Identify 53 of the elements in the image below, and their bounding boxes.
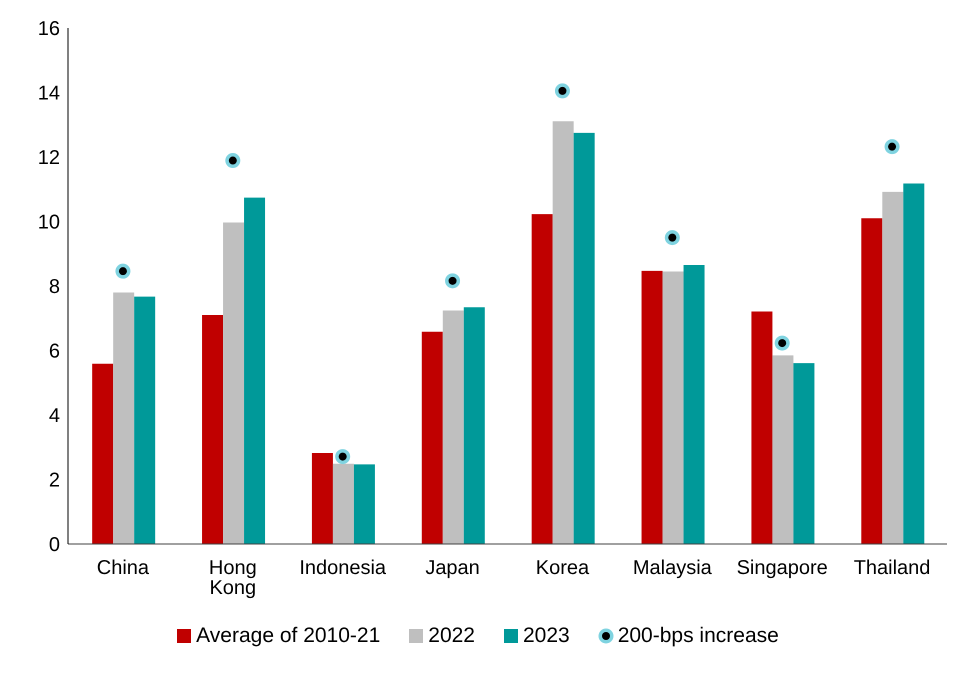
bar: [422, 332, 443, 544]
legend-label: Average of 2010-21: [196, 624, 380, 648]
bar: [772, 355, 794, 544]
y-tick-label: 8: [48, 276, 60, 298]
y-tick-label: 14: [38, 82, 60, 105]
bar: [442, 310, 464, 544]
x-tick-label: Indonesia: [299, 557, 387, 580]
point: [774, 336, 790, 351]
y-tick-label: 6: [48, 340, 60, 363]
bar: [223, 222, 244, 544]
point: [335, 449, 350, 464]
bar: [244, 198, 266, 544]
legend-label: 200-bps increase: [618, 624, 779, 648]
bar: [332, 464, 354, 544]
point: [115, 264, 130, 279]
bar: [882, 192, 904, 544]
x-tick-label: Hong Kong: [208, 557, 257, 600]
bar: [903, 183, 924, 544]
bar: [532, 214, 553, 544]
y-tick-label: 16: [38, 18, 60, 40]
bar: [662, 271, 684, 544]
y-tick-label: 12: [38, 147, 60, 170]
bar: [793, 363, 814, 544]
legend-label: 2023: [522, 624, 570, 648]
x-tick-label: China: [96, 557, 150, 580]
y-tick-label: 4: [48, 405, 60, 428]
y-tick-label: 0: [48, 534, 60, 556]
x-tick-label: Malaysia: [632, 557, 713, 580]
bar: [751, 311, 772, 544]
bar: [92, 364, 114, 544]
point: [884, 139, 900, 154]
bar: [134, 296, 156, 544]
y-tick-label: 10: [38, 212, 60, 234]
bar: [684, 265, 705, 544]
point: [445, 273, 460, 288]
bar: [642, 270, 663, 544]
y-tick-label: 2: [48, 470, 60, 492]
point: [225, 153, 240, 168]
legend-label: 2022: [428, 624, 475, 648]
x-tick-label: Thailand: [854, 557, 930, 580]
bar: [113, 292, 134, 544]
x-tick-label: Japan: [425, 557, 480, 580]
bar: [574, 132, 595, 544]
bar: [464, 307, 485, 544]
point: [664, 230, 680, 246]
bar: [202, 315, 224, 544]
x-tick-label: Singapore: [736, 557, 828, 580]
bar: [861, 218, 882, 544]
x-tick-label: Korea: [536, 557, 590, 580]
bar: [354, 464, 375, 544]
point: [554, 83, 570, 98]
bar: [552, 121, 574, 544]
bar: [312, 453, 333, 544]
